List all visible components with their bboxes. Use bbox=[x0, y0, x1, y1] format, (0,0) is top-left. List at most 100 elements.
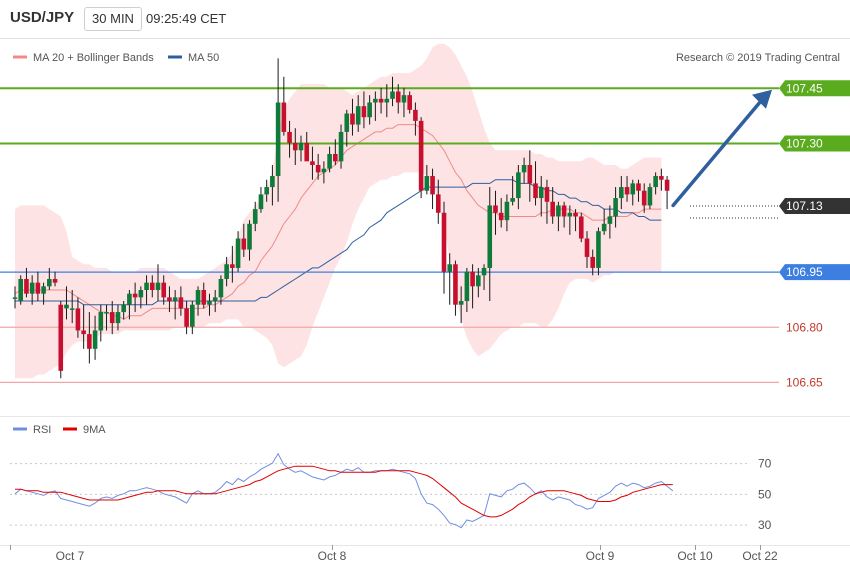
candle bbox=[178, 286, 184, 316]
candle-body-up bbox=[18, 278, 24, 302]
candle bbox=[584, 231, 590, 268]
x-tick-label: Oct 7 bbox=[56, 549, 85, 563]
rsi-ma-line bbox=[15, 465, 673, 518]
forecast-arrow-shaft bbox=[671, 98, 764, 208]
candle-body-up bbox=[390, 91, 395, 99]
candle bbox=[481, 264, 487, 290]
bollinger-band-area bbox=[15, 43, 662, 379]
candle bbox=[533, 161, 538, 206]
candle-body-up bbox=[127, 293, 132, 305]
candle-body-down bbox=[24, 278, 29, 294]
timeframe-button[interactable]: 30 MIN bbox=[84, 7, 142, 31]
candle-body-down bbox=[578, 216, 584, 239]
x-tick-label: Oct 22 bbox=[742, 549, 778, 563]
candle-body-up bbox=[476, 275, 481, 287]
rsi-line bbox=[14, 452, 674, 529]
candle-body-down bbox=[407, 95, 412, 110]
candle bbox=[453, 260, 458, 316]
candle-body-up bbox=[384, 98, 390, 103]
candle bbox=[424, 165, 430, 195]
candle bbox=[121, 301, 126, 320]
ma20-legend-label: MA 20 + Bollinger Bands bbox=[33, 52, 154, 64]
candle bbox=[144, 275, 149, 305]
x-tick-label: Oct 9 bbox=[586, 549, 615, 563]
candle bbox=[298, 135, 304, 162]
candle bbox=[172, 290, 178, 320]
candle-body-up bbox=[401, 95, 407, 103]
candle-body-down bbox=[281, 102, 287, 132]
candle-body-down bbox=[493, 205, 498, 213]
candle bbox=[470, 264, 475, 309]
candle-body-down bbox=[58, 304, 64, 371]
ma50-legend-label: MA 50 bbox=[188, 52, 219, 64]
candle bbox=[18, 275, 24, 305]
candle bbox=[613, 187, 618, 228]
candle-body-down bbox=[350, 113, 355, 125]
candle-body-up bbox=[98, 312, 104, 331]
forecast-arrow bbox=[671, 89, 772, 208]
bollinger-band-fill bbox=[15, 43, 662, 379]
candle-body-up bbox=[619, 187, 624, 199]
candle bbox=[52, 271, 58, 287]
candle bbox=[527, 150, 533, 202]
candle-body-up bbox=[607, 216, 613, 224]
candle-body-down bbox=[544, 187, 550, 202]
price-tag-106.95: 106.95 bbox=[779, 264, 850, 281]
candle bbox=[138, 286, 144, 309]
candle-body-up bbox=[458, 301, 464, 305]
price-tag-label: 107.45 bbox=[786, 81, 823, 95]
candle bbox=[321, 161, 327, 184]
candle bbox=[464, 267, 470, 313]
candle bbox=[47, 267, 52, 290]
price-tag-label: 106.65 bbox=[786, 375, 823, 389]
candle-body-down bbox=[664, 179, 670, 191]
candle bbox=[184, 301, 189, 335]
candle bbox=[367, 95, 372, 125]
candle-body-down bbox=[624, 187, 630, 195]
price-tag-label: 106.95 bbox=[786, 265, 823, 279]
candle-body-down bbox=[418, 120, 424, 191]
candle-body-down bbox=[87, 334, 92, 349]
candle-body-up bbox=[647, 187, 653, 206]
candle-body-up bbox=[224, 264, 229, 279]
rsi-tick-label: 50 bbox=[758, 487, 772, 501]
candle-body-up bbox=[92, 330, 98, 349]
candle bbox=[292, 128, 298, 165]
candle-body-up bbox=[144, 282, 149, 290]
candle-body-down bbox=[52, 278, 58, 283]
candle-body-up bbox=[464, 271, 470, 302]
price-tag-box bbox=[779, 264, 850, 281]
candle-body-up bbox=[41, 286, 46, 294]
candle-body-down bbox=[149, 282, 155, 290]
candle bbox=[556, 201, 561, 232]
candle bbox=[521, 157, 527, 184]
price-tags: 107.45 107.30 107.13 106.95 106.80 106.65 bbox=[779, 80, 850, 389]
candle bbox=[12, 286, 18, 309]
candle bbox=[281, 76, 287, 136]
candle-body-down bbox=[659, 176, 664, 180]
candle-body-up bbox=[104, 312, 109, 314]
candle bbox=[275, 58, 281, 202]
candle bbox=[561, 201, 567, 228]
candle-body-up bbox=[338, 131, 344, 162]
candle-body-up bbox=[138, 290, 144, 298]
candle bbox=[573, 209, 578, 232]
candle bbox=[493, 190, 498, 235]
candle-body-down bbox=[161, 282, 167, 298]
candle bbox=[390, 76, 395, 107]
candle-body-up bbox=[653, 176, 658, 188]
candle-body-up bbox=[121, 304, 126, 313]
candle bbox=[58, 301, 64, 379]
candle-body-up bbox=[275, 102, 281, 177]
candle-body-up bbox=[207, 301, 212, 305]
candle-body-down bbox=[584, 238, 590, 257]
candle bbox=[544, 179, 550, 224]
candle-body-up bbox=[264, 187, 269, 195]
candle-body-up bbox=[29, 282, 35, 294]
candle bbox=[167, 286, 172, 313]
candle bbox=[127, 290, 132, 320]
candle bbox=[350, 98, 355, 136]
candle bbox=[218, 275, 224, 305]
candle bbox=[407, 91, 412, 114]
